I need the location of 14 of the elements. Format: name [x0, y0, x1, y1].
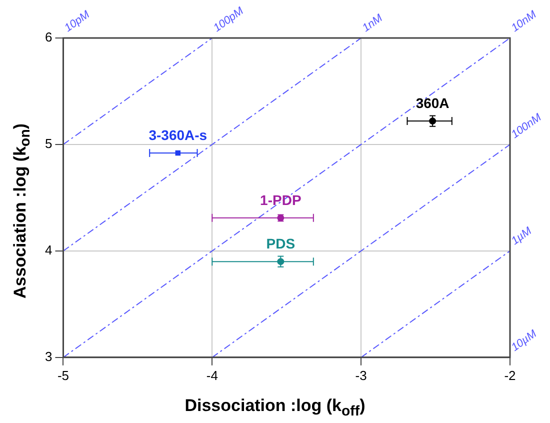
y-tick-label: 4 — [44, 242, 52, 258]
x-axis-title: Dissociation :log (k$_{off}$) — [184, 396, 366, 420]
series-label: 1-PDP — [260, 192, 302, 208]
x-tick-label: -3 — [355, 368, 367, 383]
y-tick-label: 5 — [44, 136, 52, 152]
series-label: PDS — [266, 235, 296, 252]
series-label: 360A — [416, 94, 450, 111]
x-tick-label: -4 — [206, 368, 218, 383]
series-label: 3-360A-s — [148, 126, 208, 143]
x-tick-label: -2 — [504, 368, 516, 383]
text: 1nM — [360, 12, 386, 34]
x-tick-label: -5 — [57, 368, 70, 383]
y-tick-label: 3 — [44, 348, 52, 364]
y-tick-label: 6 — [44, 30, 52, 45]
